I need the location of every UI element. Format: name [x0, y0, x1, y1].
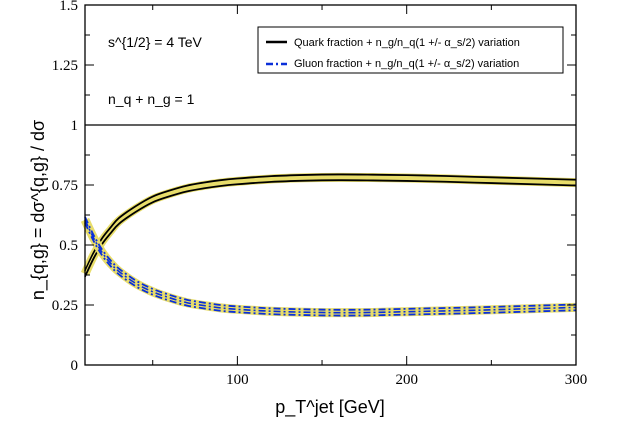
- y-tick-label: 0: [71, 358, 79, 374]
- axes-layer: 0 0.25 0.5 0.75 1 1.25 1.5 100 200 300: [52, 0, 588, 388]
- legend: Quark fraction + n_g/n_q(1 +/- α_s/2) va…: [257, 26, 564, 74]
- series-lower-variation: [84, 179, 577, 278]
- y-tick-label: 1: [71, 118, 79, 134]
- y-tick-label: 0.75: [52, 178, 78, 194]
- y-axis-title: n_{q,g} = dσ^{q,g} / dσ: [28, 120, 49, 300]
- series-lower-variation: [84, 222, 577, 317]
- y-tick-label: 0.5: [59, 238, 78, 254]
- annotation-energy: s^{1/2} = 4 TeV: [108, 34, 203, 50]
- series-line: [84, 176, 577, 275]
- annotation-normalization: n_q + n_g = 1: [108, 91, 195, 107]
- x-tick-label: 300: [565, 372, 588, 388]
- series-band: [80, 172, 577, 276]
- legend-label-gluon: Gluon fraction + n_g/n_q(1 +/- α_s/2) va…: [294, 58, 519, 70]
- series-quark: [80, 172, 577, 278]
- x-axis-title: p_T^jet [GeV]: [275, 397, 385, 418]
- y-tick-label: 1.25: [52, 58, 78, 74]
- x-tick-label: 100: [226, 372, 249, 388]
- y-tick-label: 0.25: [52, 298, 78, 314]
- series-upper-variation: [84, 216, 577, 311]
- series-upper-variation: [84, 173, 577, 272]
- plot-layer: [80, 124, 577, 318]
- series-line: [84, 219, 577, 314]
- series-gluon: [80, 216, 577, 318]
- legend-label-quark: Quark fraction + n_g/n_q(1 +/- α_s/2) va…: [294, 37, 520, 49]
- series-band: [80, 217, 577, 318]
- legend-box: [257, 26, 564, 74]
- y-tick-label: 1.5: [59, 0, 78, 14]
- x-tick-label: 200: [395, 372, 418, 388]
